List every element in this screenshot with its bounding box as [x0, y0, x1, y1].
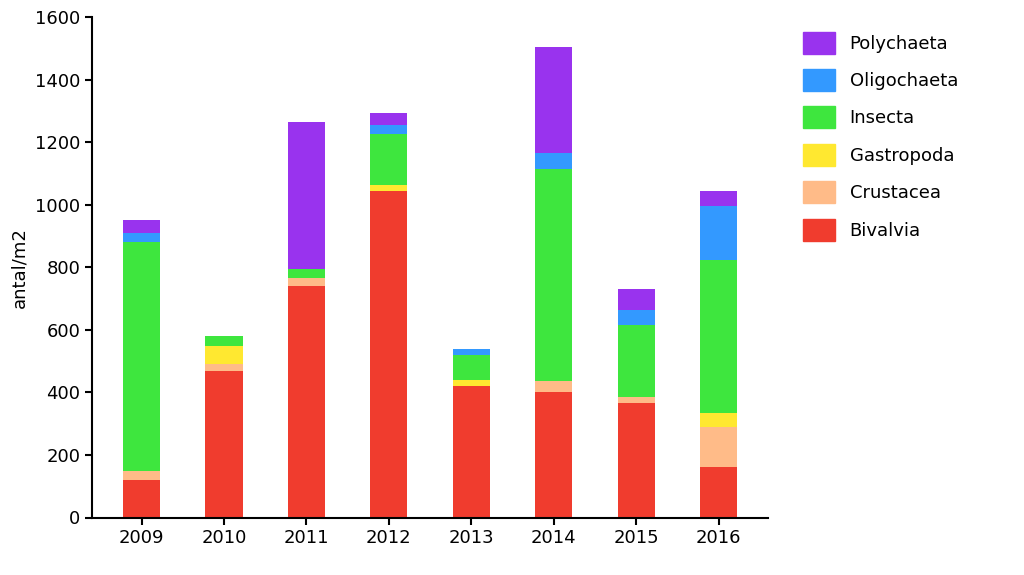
Bar — [123, 220, 160, 233]
Bar — [536, 381, 572, 392]
Bar — [453, 380, 489, 386]
Bar — [288, 122, 325, 269]
Bar — [371, 135, 408, 185]
Bar — [453, 348, 489, 355]
Bar — [206, 336, 243, 346]
Bar — [700, 206, 737, 259]
Bar — [700, 413, 737, 427]
Y-axis label: antal/m2: antal/m2 — [10, 227, 28, 308]
Bar — [700, 259, 737, 413]
Bar — [206, 365, 243, 370]
Bar — [123, 242, 160, 470]
Bar — [123, 480, 160, 518]
Bar — [206, 370, 243, 518]
Bar — [371, 185, 408, 191]
Bar — [288, 278, 325, 286]
Bar — [617, 397, 654, 404]
Bar — [700, 191, 737, 206]
Bar — [453, 355, 489, 380]
Bar — [536, 154, 572, 169]
Bar — [536, 169, 572, 381]
Bar — [700, 467, 737, 518]
Bar — [617, 309, 654, 325]
Bar — [371, 113, 408, 125]
Bar — [617, 325, 654, 397]
Legend: Polychaeta, Oligochaeta, Insecta, Gastropoda, Crustacea, Bivalvia: Polychaeta, Oligochaeta, Insecta, Gastro… — [798, 26, 964, 246]
Bar — [536, 47, 572, 154]
Bar — [617, 289, 654, 309]
Bar — [288, 269, 325, 278]
Bar — [123, 233, 160, 242]
Bar — [371, 125, 408, 135]
Bar — [536, 392, 572, 518]
Bar — [288, 286, 325, 518]
Bar — [700, 427, 737, 467]
Bar — [123, 470, 160, 480]
Bar — [453, 386, 489, 518]
Bar — [617, 404, 654, 518]
Bar — [371, 191, 408, 518]
Bar — [206, 346, 243, 365]
